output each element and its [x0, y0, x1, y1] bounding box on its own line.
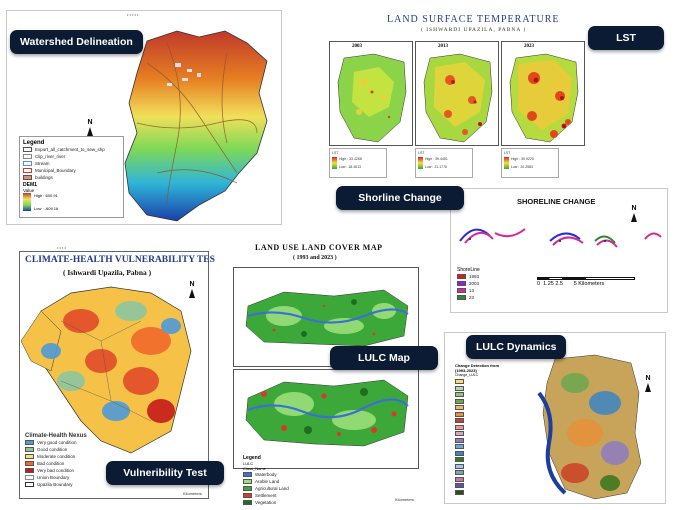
lst-year: 2003 [352, 44, 362, 49]
class-label: Class_Name [243, 466, 266, 471]
legend-item: Municipal_Boundary [23, 167, 120, 174]
shoreline-title: SHORELINE CHANGE [517, 197, 596, 206]
legend-item: Export_all_catchment_to_sew_shp [23, 146, 120, 153]
vulnerability-frame [19, 251, 209, 499]
watershed-map [124, 30, 268, 222]
dynamics-map [537, 354, 642, 500]
shoreline-map [459, 228, 662, 248]
lulc-frame-1993 [233, 267, 419, 367]
legend-item: Arable Land [243, 478, 299, 485]
vulnerability-map [21, 286, 192, 454]
coord-ticks: • • • • • [127, 12, 139, 17]
legend-item: buildings [23, 174, 120, 181]
scale-label: Kilometers [183, 491, 202, 496]
legend-item: Agricultural Land [243, 485, 299, 492]
legend-item: 2003 [457, 280, 499, 287]
lst-map-2023 [509, 53, 579, 143]
legend-item: Good condition [25, 446, 113, 453]
lst-frame-2023: 2023 [501, 41, 585, 146]
dynamics-legend: Change Detection from (1993-2023) Change… [453, 361, 513, 501]
vulnerability-subtitle: ( Ishwardi Upazila, Pabna ) [63, 268, 152, 277]
legend-item: Very good condition [25, 439, 113, 446]
shoreline-legend: ShoreLine 1993 2003 13 23 [455, 265, 501, 309]
vulnerability-legend: Climate-Health Nexus Very good condition… [23, 431, 115, 495]
legend-item: Stream [23, 160, 120, 167]
badge-lulc-map: LULC Map [330, 346, 438, 370]
lulc-map-2023 [245, 379, 409, 447]
vulnerability-panel: • • • • CLIMATE-HEALTH VULNERABILITY TES… [6, 244, 216, 502]
legend-item: 23 [457, 294, 499, 301]
lst-map-2003 [337, 53, 407, 143]
legend-item: 1993 [457, 273, 499, 280]
lst-frame-2013: 2013 [415, 41, 499, 146]
lulc-map-1993 [245, 289, 409, 347]
scale-label: Kilometers [395, 497, 414, 502]
badge-vulnerability: Vulneribility Test [106, 461, 224, 485]
legend-item: Upazila Boundary [25, 481, 113, 488]
legend-title: Change Detection from (1993-2023) [455, 363, 500, 373]
lst-map-2013 [423, 53, 493, 143]
north-arrow: N [85, 119, 95, 136]
dynamics-panel: N Change Detection from (1993-2023) Chan… [444, 332, 666, 504]
legend-sub: LULC [243, 461, 254, 466]
shoreline-panel: SHORELINE CHANGE N ShoreLine 1993 2003 1… [450, 188, 668, 313]
lst-subtitle: ( ISHWARDI UPAZILA, PABNA ) [421, 27, 527, 33]
lst-year: 2023 [524, 44, 534, 49]
lst-year: 2013 [438, 44, 448, 49]
lulc-panel: LAND USE LAND COVER MAP ( 1993 and 2023 … [228, 240, 424, 506]
lst-legend-2003: LST High : 33.4268 Low : 18.4613 [329, 148, 387, 178]
legend-title: Legend [23, 140, 45, 146]
dem-low: Low : -609.16 [34, 206, 59, 211]
legend-title: Climate-Health Nexus [25, 433, 87, 439]
value-label: Value [23, 188, 35, 193]
legend-title: ShoreLine [457, 267, 480, 273]
lulc-title: LAND USE LAND COVER MAP [255, 243, 383, 252]
legend-item: Vegetation [243, 499, 299, 505]
legend-item: Very bad condition [25, 467, 113, 474]
watershed-panel: • • • • • N Legend Export_all [6, 10, 282, 225]
badge-watershed: Watershed Delineation [10, 30, 143, 54]
badge-lst: LST [588, 26, 664, 50]
lulc-frame-2023 [233, 369, 419, 469]
dem-high: High : 600.91 [34, 193, 58, 198]
coord-ticks: • • • • [57, 245, 66, 250]
watershed-legend: Legend Export_all_catchment_to_sew_shp C… [19, 136, 124, 218]
lulc-subtitle: ( 1993 and 2023 ) [293, 255, 337, 261]
legend-item: Bad condition [25, 460, 113, 467]
change-swatch-list [455, 379, 511, 495]
scale-bar: 0 1.25 2.5 5 Kilometers [537, 277, 635, 287]
lst-frame-2003: 2003 [329, 41, 413, 146]
lulc-legend: Legend LULC Class_Name Waterbody Arable … [241, 453, 301, 505]
north-arrow: N [643, 375, 653, 392]
legend-sub: Change_LULC [455, 373, 479, 377]
legend-title: Legend [243, 455, 261, 461]
badge-lulc-dynamics: LULC Dynamics [466, 335, 566, 359]
scale-label: 0 1.25 2.5 5 Kilometers [537, 281, 605, 287]
north-arrow: N [629, 205, 639, 222]
lst-title: LAND SURFACE TEMPERATURE [387, 14, 560, 25]
legend-item: Union Boundary [25, 474, 113, 481]
vulnerability-title: CLIMATE-HEALTH VULNERABILITY TEST [25, 255, 216, 265]
legend-item: Moderate condition [25, 453, 113, 460]
dem-title: DEM1 [23, 182, 37, 188]
lst-legend-2023: LST High : 39.9220 Low : 20.2583 [501, 148, 559, 178]
legend-item: Clip_river_river [23, 153, 120, 160]
legend-item: 13 [457, 287, 499, 294]
legend-item: Waterbody [243, 471, 299, 478]
badge-shoreline: Shorline Change [336, 186, 464, 210]
legend-item: Settlement [243, 492, 299, 499]
dem-gradient [23, 193, 31, 211]
lst-legend-2013: LST High : 39.4451 Low : 21.1776 [415, 148, 473, 178]
north-arrow: N [187, 281, 197, 298]
